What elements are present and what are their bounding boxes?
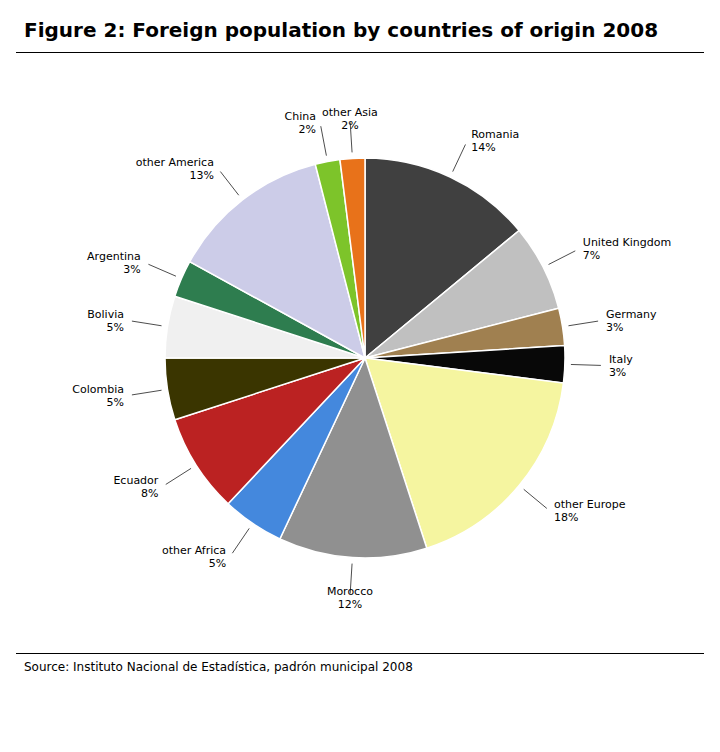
svg-text:other Asia2%: other Asia2% [322,106,378,132]
svg-text:Romania14%: Romania14% [471,128,519,154]
svg-text:Ecuador8%: Ecuador8% [113,474,158,500]
html-text:Source: Instituto Nacional de: Source: Instituto Nacional de Estadístic… [24,660,413,674]
svg-text:other America13%: other America13% [136,156,214,182]
svg-text:other Europe18%: other Europe18% [554,498,626,524]
html-text:Figure 2: Foreign population b: Figure 2: Foreign population by countrie… [24,18,659,42]
svg-text:United Kingdom7%: United Kingdom7% [583,236,671,262]
svg-text:Bolivia5%: Bolivia5% [87,308,124,334]
svg-text:other Africa5%: other Africa5% [162,544,226,570]
svg-text:China2%: China2% [285,110,316,136]
svg-text:Colombia5%: Colombia5% [72,383,124,409]
svg-text:Morocco12%: Morocco12% [327,585,373,611]
svg-text:Argentina3%: Argentina3% [87,250,141,276]
svg-text:Italy3%: Italy3% [609,353,633,379]
svg-text:Germany3%: Germany3% [606,308,657,334]
